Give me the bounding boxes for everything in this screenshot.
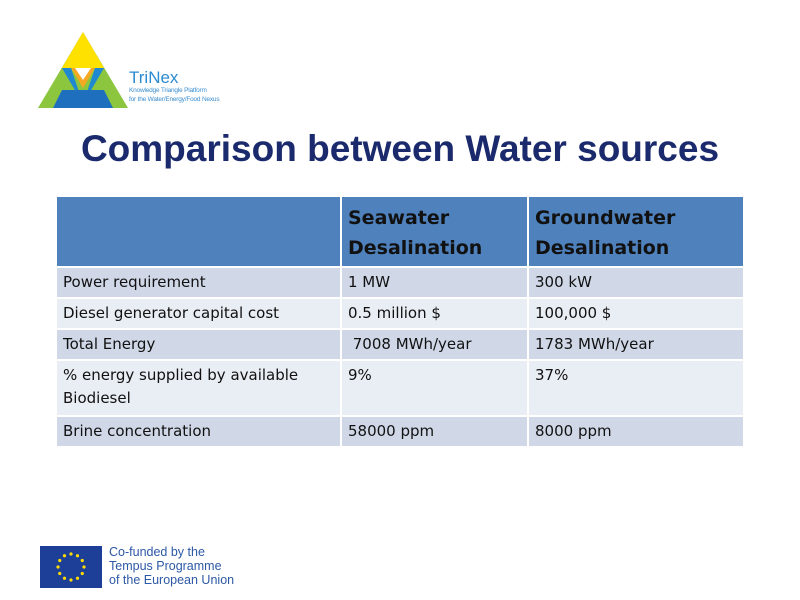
eu-star-icon [75,576,80,580]
table-cell: 100,000 $ [527,297,745,330]
table-cell: 9% [340,359,529,417]
eu-star-icon [80,558,84,563]
brand-name: TriNex [129,68,179,87]
eu-star-icon [62,554,67,558]
funding-note: Co-funded by the Tempus Programme of the… [109,545,234,587]
funding-line: Co-funded by the [109,545,205,559]
table-cell: 1 MW [340,266,529,299]
eu-star-icon [58,571,62,576]
eu-star-icon [69,578,73,582]
table-row: Power requirement 1 MW 300 kW [55,266,745,299]
table-cell: Brine concentration [55,415,342,448]
table-cell: Diesel generator capital cost [55,297,342,330]
table-row: Diesel generator capital cost 0.5 millio… [55,297,745,330]
table-row: Total Energy 7008 MWh/year 1783 MWh/year [55,328,745,361]
brand-tagline: Knowledge Triangle Platform [129,87,207,94]
table-cell: 0.5 million $ [340,297,529,330]
table-cell: % energy supplied by available Biodiesel [55,359,342,417]
table-header-row: Seawater Desalination Groundwater Desali… [55,195,745,268]
header-cell: Seawater Desalination [340,195,529,268]
funding-line: of the European Union [109,573,235,587]
table-cell: 300 kW [527,266,745,299]
brand: TriNex Knowledge Triangle Platform for t… [129,68,220,104]
eu-flag-icon [40,546,102,588]
eu-star-icon [62,576,67,580]
table-cell: 7008 MWh/year [340,328,529,361]
comparison-table: Seawater Desalination Groundwater Desali… [55,195,745,448]
slide-title: Comparison between Water sources [80,128,720,169]
eu-star-icon [58,558,62,563]
table-cell: 58000 ppm [340,415,529,448]
eu-star-icon [69,552,73,556]
eu-star-icon [56,565,60,569]
table-cell: Total Energy [55,328,342,361]
table-cell: Power requirement [55,266,342,299]
table-cell: 8000 ppm [527,415,745,448]
brand-tagline: for the Water/Energy/Food Nexus [129,96,220,103]
eu-star-icon [75,554,80,558]
header-cell [55,195,342,268]
table-row: Brine concentration 58000 ppm 8000 ppm [55,415,745,448]
table-cell: 1783 MWh/year [527,328,745,361]
table-row: % energy supplied by available Biodiesel… [55,359,745,417]
eu-star-icon [82,565,86,569]
header-cell: Groundwater Desalination [527,195,745,268]
table-cell: 37% [527,359,745,417]
funding-line: Tempus Programme [109,559,222,573]
eu-star-icon [80,571,84,576]
trinex-logo-icon [38,32,128,108]
